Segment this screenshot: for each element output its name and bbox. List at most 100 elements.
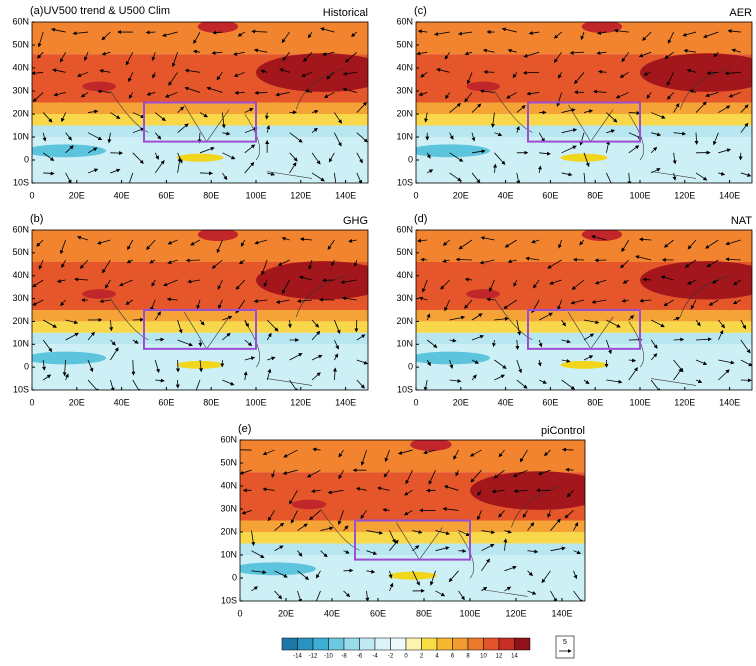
field <box>409 20 756 188</box>
contour-band <box>416 126 752 138</box>
colorbar-label: 6 <box>451 654 455 660</box>
lon-label: 20E <box>453 397 469 407</box>
lon-label: 140E <box>335 190 356 200</box>
lat-label: 10S <box>221 595 237 605</box>
colorbar-label: 4 <box>435 654 439 660</box>
colorbar-label: 2 <box>420 654 424 660</box>
lon-label: 60E <box>370 608 386 618</box>
colorbar-label: 12 <box>496 654 503 660</box>
field <box>25 20 390 188</box>
wind-vector <box>356 320 357 332</box>
lon-label: 120E <box>674 397 695 407</box>
lon-label: 60E <box>158 190 174 200</box>
contour-blob <box>560 154 607 162</box>
colorbar-box <box>360 638 376 650</box>
lat-label: 60N <box>220 434 237 444</box>
wind-vector <box>459 551 466 552</box>
lon-label: 20E <box>278 608 294 618</box>
panel-title: piControl <box>541 425 585 437</box>
lon-label: 80E <box>416 608 432 618</box>
lon-label: 140E <box>719 397 740 407</box>
contour-blob <box>256 53 390 92</box>
wind-vector <box>629 113 640 114</box>
colorbar-box <box>329 638 345 650</box>
lon-label: 40E <box>498 397 514 407</box>
lat-label: 20N <box>220 526 237 536</box>
lat-label: 10S <box>13 384 29 394</box>
contour-band <box>32 310 368 321</box>
colorbar-label: 10 <box>480 654 487 660</box>
lat-label: 10S <box>13 177 29 187</box>
colorbar-box <box>422 638 438 650</box>
lon-label: 40E <box>324 608 340 618</box>
lat-label: 0 <box>232 572 237 582</box>
lat-label: 30N <box>12 293 29 303</box>
lat-label: 20N <box>12 316 29 326</box>
lat-label: 10N <box>396 131 413 141</box>
panel-label: (c) <box>414 5 427 17</box>
colorbar-label: -12 <box>309 654 318 660</box>
panel-label: (a)UV500 trend & U500 Clim <box>30 5 170 17</box>
lon-label: 0 <box>413 397 418 407</box>
reference-vector: 5 <box>556 636 574 658</box>
contour-blob <box>388 572 436 580</box>
contour-band <box>416 333 752 344</box>
colorbar-label: -4 <box>372 654 378 660</box>
contour-blob <box>409 144 490 157</box>
lon-label: 20E <box>69 397 85 407</box>
contour-band <box>416 310 752 321</box>
wind-vector <box>178 360 179 372</box>
colorbar-box <box>515 638 531 650</box>
colorbar-box <box>344 638 360 650</box>
contour-band <box>32 114 368 126</box>
colorbar-box <box>484 638 500 650</box>
lat-label: 30N <box>12 85 29 95</box>
panel-label: (e) <box>238 423 251 435</box>
lat-label: 10N <box>220 549 237 559</box>
colorbar-label: -10 <box>324 654 333 660</box>
colorbar-box <box>406 638 422 650</box>
colorbar-label: -6 <box>357 654 363 660</box>
contour-blob <box>233 562 316 575</box>
lon-label: 120E <box>290 190 311 200</box>
lat-label: 60N <box>396 224 413 234</box>
lon-label: 140E <box>719 190 740 200</box>
lon-label: 140E <box>551 608 572 618</box>
lon-label: 20E <box>453 190 469 200</box>
lat-label: 30N <box>396 85 413 95</box>
contour-blob <box>25 144 106 157</box>
lat-label: 10N <box>396 339 413 349</box>
lon-label: 40E <box>498 190 514 200</box>
lon-label: 100E <box>629 190 650 200</box>
reference-label: 5 <box>563 639 567 646</box>
lon-label: 100E <box>459 608 480 618</box>
colorbar-box <box>298 638 314 650</box>
colorbar-box <box>468 638 484 650</box>
panel-title: AER <box>729 7 752 19</box>
lon-label: 60E <box>542 397 558 407</box>
lat-label: 20N <box>396 108 413 118</box>
wind-vector <box>674 339 684 340</box>
lat-label: 0 <box>24 154 29 164</box>
colorbar-box <box>453 638 469 650</box>
colorbar-label: -8 <box>341 654 347 660</box>
contour-blob <box>176 154 223 162</box>
panel-title: NAT <box>731 215 752 227</box>
contour-band <box>240 532 585 544</box>
lon-label: 0 <box>413 190 418 200</box>
lat-label: 60N <box>396 16 413 26</box>
lat-label: 10N <box>12 131 29 141</box>
colorbar-label: 14 <box>511 654 518 660</box>
contour-band <box>416 321 752 332</box>
lon-label: 100E <box>245 397 266 407</box>
lat-label: 50N <box>12 247 29 257</box>
contour-band <box>240 544 585 556</box>
lon-label: 0 <box>237 608 242 618</box>
lat-label: 50N <box>12 39 29 49</box>
colorbar-label: -14 <box>293 654 302 660</box>
contour-blob <box>82 82 116 92</box>
